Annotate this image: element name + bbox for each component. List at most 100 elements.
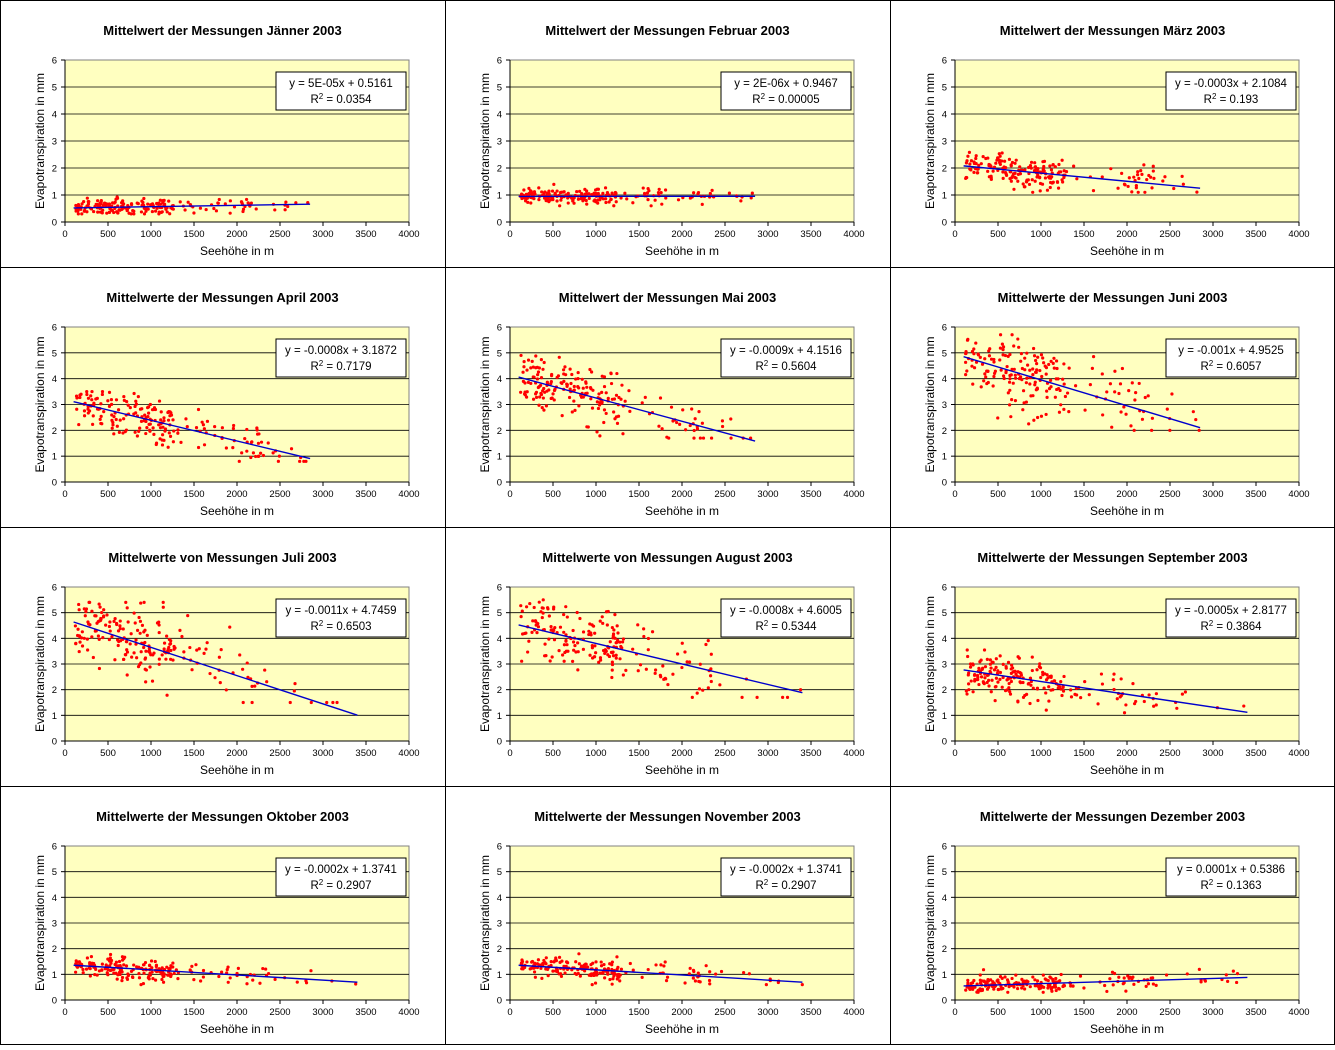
data-point [523, 360, 526, 363]
data-point [526, 650, 529, 653]
x-axis-label: Seehöhe in m [645, 763, 719, 777]
data-point [1050, 990, 1053, 993]
data-point [1072, 165, 1075, 168]
data-point [552, 183, 555, 186]
y-tick-label: 1 [497, 452, 502, 463]
data-point [989, 663, 992, 666]
data-point [528, 602, 531, 605]
x-tick-label: 4000 [843, 1007, 864, 1018]
data-point [660, 191, 663, 194]
data-point [121, 976, 124, 979]
data-point [150, 959, 153, 962]
data-point [546, 606, 549, 609]
data-point [1186, 972, 1189, 975]
data-point [101, 209, 104, 212]
data-point [684, 428, 687, 431]
data-point [203, 443, 206, 446]
data-point [539, 610, 542, 613]
data-point [202, 652, 205, 655]
data-point [591, 983, 594, 986]
data-point [1128, 176, 1131, 179]
data-point [584, 382, 587, 385]
data-point [119, 973, 122, 976]
x-tick-label: 500 [990, 1007, 1006, 1018]
data-point [575, 190, 578, 193]
data-point [1101, 413, 1104, 416]
data-point [1023, 185, 1026, 188]
data-point [202, 969, 205, 972]
data-point [1040, 353, 1043, 356]
data-point [1166, 408, 1169, 411]
data-point [711, 189, 714, 192]
data-point [1022, 389, 1025, 392]
data-point [1199, 980, 1202, 983]
data-point [580, 197, 583, 200]
r-squared-value: = 0.6503 [323, 621, 371, 633]
data-point [1026, 980, 1029, 983]
y-tick-label: 1 [942, 970, 947, 981]
data-point [1018, 671, 1021, 674]
x-tick-label: 0 [952, 748, 957, 759]
data-point [529, 201, 532, 204]
data-point [1147, 693, 1150, 696]
y-tick-label: 5 [52, 608, 57, 619]
data-point [158, 663, 161, 666]
y-tick-label: 1 [942, 711, 947, 722]
y-tick-label: 5 [942, 608, 947, 619]
data-point [131, 975, 134, 978]
data-point [119, 639, 122, 642]
data-point [146, 634, 149, 637]
data-point [1112, 678, 1115, 681]
data-point [1062, 984, 1065, 987]
data-point [616, 966, 619, 969]
data-point [1123, 711, 1126, 714]
data-point [692, 191, 695, 194]
data-point [257, 432, 260, 435]
data-point [1031, 975, 1034, 978]
data-point [90, 610, 93, 613]
data-point [134, 431, 137, 434]
y-tick-label: 1 [52, 191, 57, 202]
data-point [1049, 181, 1052, 184]
data-point [602, 421, 605, 424]
data-point [265, 680, 268, 683]
data-point [972, 663, 975, 666]
data-point [1001, 348, 1004, 351]
data-point [1127, 185, 1130, 188]
data-point [243, 437, 246, 440]
data-point [1155, 703, 1158, 706]
y-tick-label: 3 [52, 660, 57, 671]
data-point [173, 972, 176, 975]
data-point [980, 675, 983, 678]
r-squared-value: = 0.0354 [323, 94, 372, 106]
data-point [1052, 357, 1055, 360]
x-tick-label: 1000 [585, 489, 606, 500]
data-point [229, 199, 232, 202]
data-point [1031, 191, 1034, 194]
data-point [161, 200, 164, 203]
data-point [325, 701, 328, 704]
data-point [607, 967, 610, 970]
data-point [195, 426, 198, 429]
data-point [1056, 181, 1059, 184]
data-point [562, 631, 565, 634]
data-point [986, 681, 989, 684]
data-point [1058, 170, 1061, 173]
data-point [693, 429, 696, 432]
data-point [238, 653, 241, 656]
data-point [96, 210, 99, 213]
x-tick-label: 1500 [1073, 748, 1094, 759]
data-point [1005, 665, 1008, 668]
data-point [1046, 189, 1049, 192]
x-axis-label: Seehöhe in m [1090, 763, 1164, 777]
data-point [972, 690, 975, 693]
data-point [78, 960, 81, 963]
y-tick-label: 1 [52, 970, 57, 981]
data-point [1023, 987, 1026, 990]
y-tick-label: 4 [497, 374, 502, 385]
data-point [1036, 356, 1039, 359]
r-squared-value: = 0.5604 [768, 361, 817, 373]
data-point [1035, 371, 1038, 374]
data-point [138, 426, 141, 429]
